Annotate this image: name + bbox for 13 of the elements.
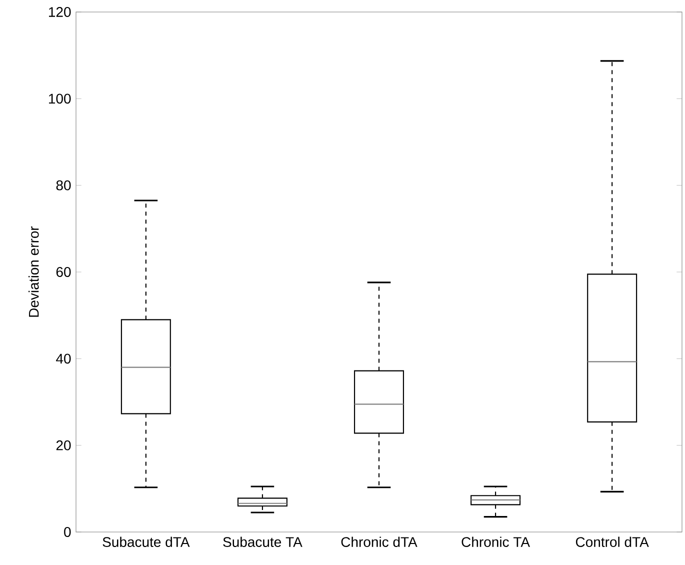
- y-tick-label: 80: [56, 180, 71, 190]
- y-tick-label: 0: [64, 527, 71, 537]
- y-tick-label: 100: [49, 94, 71, 104]
- y-axis-title: Deviation error: [28, 226, 39, 317]
- y-tick-label: 120: [49, 7, 71, 17]
- x-tick-label: Subacute TA: [223, 536, 302, 547]
- x-tick-label: Chronic TA: [462, 536, 530, 547]
- y-tick-label: 60: [56, 267, 71, 277]
- y-tick-label: 40: [56, 354, 71, 364]
- x-tick-label: Subacute dTA: [102, 536, 190, 547]
- x-tick-label: Control dTA: [576, 536, 649, 547]
- x-tick-label: Chronic dTA: [341, 536, 418, 547]
- y-tick-label: 20: [56, 440, 71, 450]
